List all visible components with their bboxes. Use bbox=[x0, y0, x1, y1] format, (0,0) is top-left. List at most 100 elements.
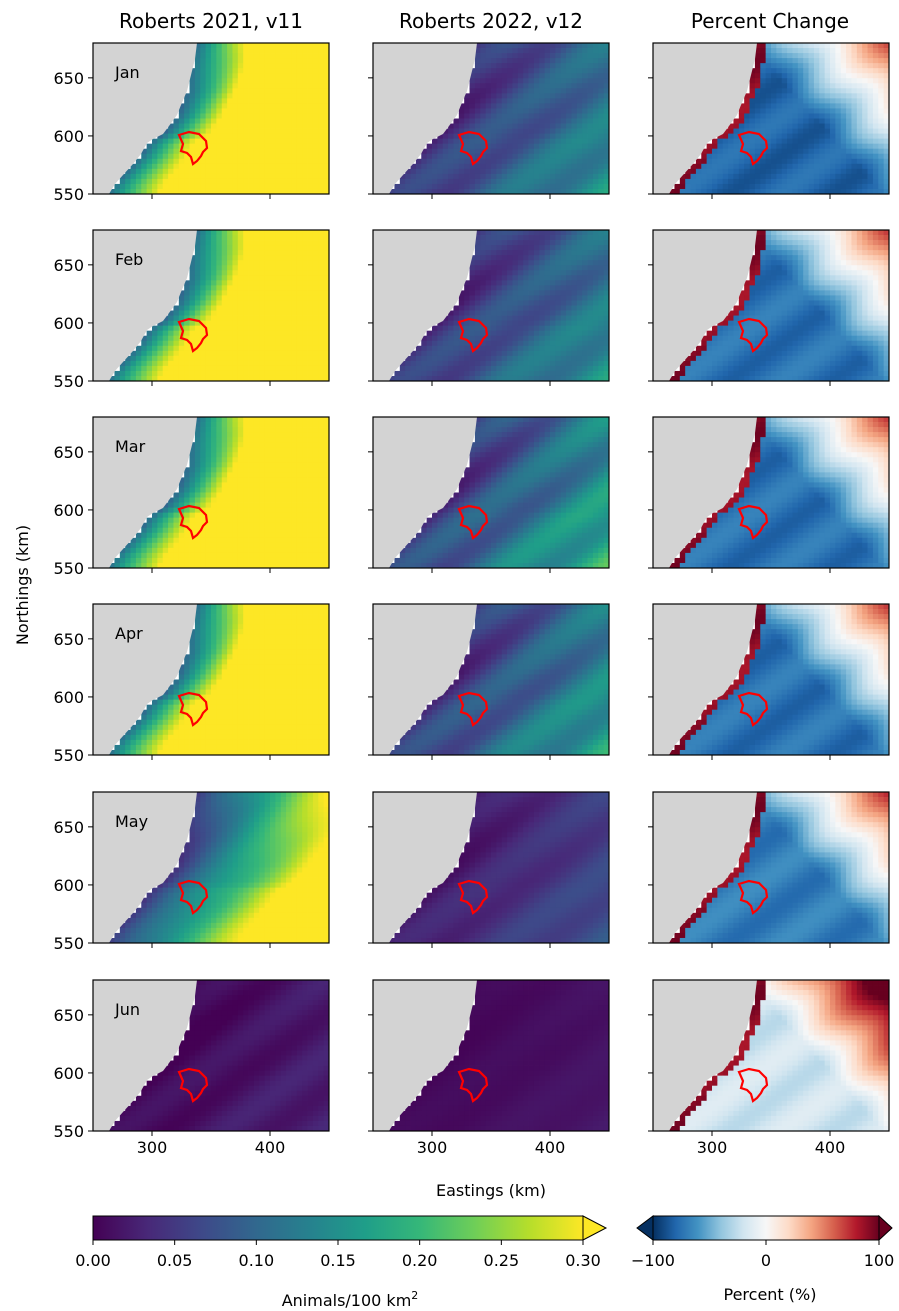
panel-image bbox=[373, 43, 609, 194]
land-mask bbox=[653, 792, 757, 943]
land-mask bbox=[373, 792, 477, 943]
panel-frame bbox=[92, 229, 330, 382]
panel-image bbox=[373, 604, 609, 755]
study-area-outline bbox=[177, 1067, 209, 1103]
study-area-outline bbox=[177, 691, 209, 727]
study-area-outline bbox=[457, 1067, 489, 1103]
land-mask bbox=[653, 980, 757, 1131]
panel-image bbox=[373, 230, 609, 381]
panel-feb-col-1: 550 600 650 Feb bbox=[53, 229, 330, 391]
y-tick-label: 600 bbox=[53, 314, 84, 333]
percent-colorbar-extend-max bbox=[878, 1214, 893, 1242]
density-colorbar-bar bbox=[92, 1215, 584, 1241]
panel-frame bbox=[372, 603, 610, 756]
percent-tick-label: −100 bbox=[631, 1251, 675, 1270]
panel-frame bbox=[372, 979, 610, 1132]
y-tick-label: 650 bbox=[53, 1006, 84, 1025]
percent-tick-label: 0 bbox=[761, 1251, 771, 1270]
panel-frame bbox=[92, 416, 330, 569]
panel-feb-col-3 bbox=[648, 229, 890, 386]
panel-image bbox=[373, 980, 609, 1131]
x-tick-label: 400 bbox=[535, 1138, 566, 1157]
study-area-outline bbox=[737, 879, 769, 915]
study-area-outline bbox=[737, 691, 769, 727]
panel-mar-col-3 bbox=[648, 416, 890, 573]
y-tick-label: 650 bbox=[53, 630, 84, 649]
density-colorbar-label-text: Animals/100 km bbox=[282, 1291, 412, 1310]
land-mask bbox=[653, 417, 757, 568]
column-titles: Roberts 2021, v11 Roberts 2022, v12 Perc… bbox=[119, 9, 849, 33]
panel-frame bbox=[372, 229, 610, 382]
land-mask bbox=[373, 230, 477, 381]
column-title-v12: Roberts 2022, v12 bbox=[399, 9, 583, 33]
month-label: Feb bbox=[115, 250, 143, 269]
y-tick-label: 600 bbox=[53, 688, 84, 707]
panel-apr-col-3 bbox=[648, 603, 890, 760]
panel-frame bbox=[652, 416, 890, 569]
density-tick-label: 0.00 bbox=[75, 1251, 111, 1270]
study-area-outline bbox=[457, 317, 489, 353]
y-tick-label: 650 bbox=[53, 818, 84, 837]
x-tick-label: 300 bbox=[417, 1138, 448, 1157]
panel-apr-col-1: 550 600 650 Apr bbox=[53, 603, 330, 765]
panel-image bbox=[653, 230, 889, 381]
percent-tick-label: 100 bbox=[864, 1251, 895, 1270]
x-tick-label: 300 bbox=[697, 1138, 728, 1157]
study-area-outline bbox=[177, 504, 209, 540]
panel-image bbox=[93, 604, 329, 755]
y-tick-label: 550 bbox=[53, 746, 84, 765]
panel-frame bbox=[92, 791, 330, 944]
land-mask bbox=[653, 604, 757, 755]
study-area-outline bbox=[737, 504, 769, 540]
land-mask bbox=[93, 417, 197, 568]
y-tick-label: 650 bbox=[53, 443, 84, 462]
study-area-outline bbox=[177, 130, 209, 166]
panel-jan-col-1: 550 600 650 Jan bbox=[53, 42, 330, 204]
density-colorbar-label: Animals/100 km2 bbox=[282, 1289, 419, 1310]
panel-frame bbox=[92, 42, 330, 195]
density-colorbar-label-superscript: 2 bbox=[411, 1289, 418, 1302]
y-tick-label: 650 bbox=[53, 69, 84, 88]
panel-image bbox=[653, 792, 889, 943]
month-label: Jun bbox=[114, 1000, 140, 1019]
study-area-outline bbox=[457, 504, 489, 540]
column-title-percent-change: Percent Change bbox=[691, 9, 849, 33]
percent-colorbar-label: Percent (%) bbox=[724, 1285, 817, 1304]
land-mask bbox=[93, 230, 197, 381]
land-mask bbox=[93, 604, 197, 755]
study-area-outline bbox=[177, 317, 209, 353]
panel-jun-col-2: 300 400 bbox=[368, 979, 610, 1157]
panel-image bbox=[653, 980, 889, 1131]
panel-image bbox=[373, 792, 609, 943]
y-tick-label: 550 bbox=[53, 934, 84, 953]
panel-may-col-1: 550 600 650 May bbox=[53, 791, 330, 953]
panel-frame bbox=[372, 791, 610, 944]
panel-jan-col-2 bbox=[368, 42, 610, 199]
percent-colorbar: −100 0 100 Percent (%) bbox=[631, 1214, 895, 1304]
density-colorbar-ticks: 0.00 0.05 0.10 0.15 0.20 0.25 0.30 bbox=[75, 1240, 601, 1270]
panel-frame bbox=[372, 42, 610, 195]
y-axis-label: Northings (km) bbox=[13, 525, 32, 645]
land-mask bbox=[373, 43, 477, 194]
density-tick-label: 0.15 bbox=[320, 1251, 356, 1270]
land-mask bbox=[93, 43, 197, 194]
panel-frame bbox=[652, 42, 890, 195]
percent-colorbar-bar bbox=[652, 1215, 880, 1241]
panel-frame bbox=[652, 603, 890, 756]
study-area-outline bbox=[177, 879, 209, 915]
y-tick-label: 600 bbox=[53, 127, 84, 146]
panel-frame bbox=[92, 603, 330, 756]
land-mask bbox=[373, 417, 477, 568]
panel-mar-col-2 bbox=[368, 416, 610, 573]
y-tick-label: 550 bbox=[53, 559, 84, 578]
panel-may-col-3 bbox=[648, 791, 890, 948]
density-tick-label: 0.10 bbox=[239, 1251, 275, 1270]
land-mask bbox=[653, 230, 757, 381]
panel-feb-col-2 bbox=[368, 229, 610, 386]
percent-colorbar-extend-min bbox=[636, 1215, 654, 1241]
panel-frame bbox=[92, 979, 330, 1132]
panel-image bbox=[93, 230, 329, 381]
y-tick-label: 600 bbox=[53, 1064, 84, 1083]
study-area-outline bbox=[457, 130, 489, 166]
